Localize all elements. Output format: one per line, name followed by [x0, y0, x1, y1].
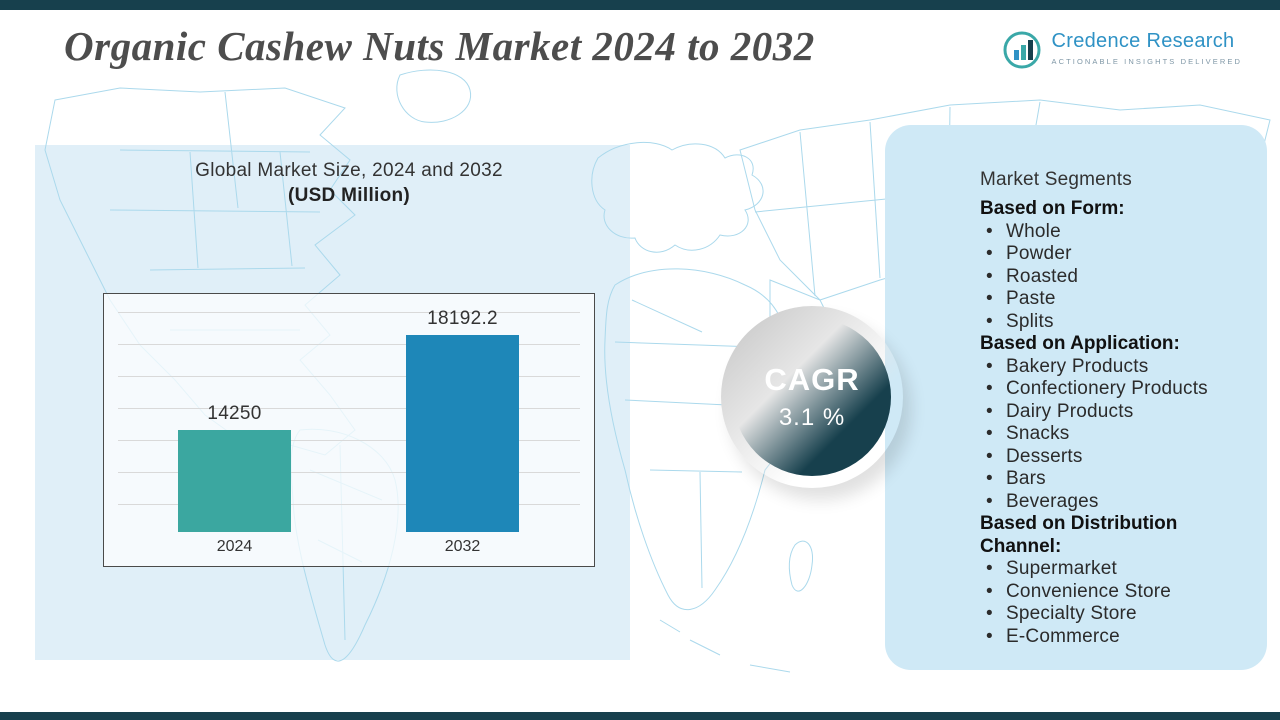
- segments-panel: Market Segments Based on Form: Whole Pow…: [885, 125, 1267, 670]
- segment-list-application: Bakery Products Confectionery Products D…: [980, 356, 1253, 514]
- segment-item: Desserts: [980, 446, 1253, 469]
- segment-item: Supermarket: [980, 558, 1253, 581]
- segment-heading-application: Based on Application:: [980, 333, 1180, 354]
- segment-item: Specialty Store: [980, 603, 1253, 626]
- segment-item: Bakery Products: [980, 356, 1253, 379]
- segment-item: Confectionery Products: [980, 378, 1253, 401]
- segment-item: Splits: [980, 311, 1253, 334]
- bar-2032: [406, 335, 519, 532]
- brand-tagline: ACTIONABLE INSIGHTS DELIVERED: [1051, 57, 1242, 66]
- cagr-label: CAGR: [764, 362, 860, 397]
- bar-2024: [178, 430, 291, 532]
- bar-chart: 14250 18192.2 2024 2032: [103, 293, 595, 567]
- brand-logo: Credence Research ACTIONABLE INSIGHTS DE…: [1002, 30, 1242, 70]
- segments-title: Market Segments: [980, 169, 1132, 190]
- bar-chart-logo-icon: [1003, 31, 1041, 69]
- segment-item: Powder: [980, 243, 1253, 266]
- segment-heading-form: Based on Form:: [980, 198, 1125, 219]
- bar-value-2024: 14250: [207, 403, 262, 424]
- segment-item: Roasted: [980, 266, 1253, 289]
- segment-item: Bars: [980, 468, 1253, 491]
- bar-value-2032: 18192.2: [427, 308, 498, 329]
- brand-text: Credence Research ACTIONABLE INSIGHTS DE…: [1051, 30, 1242, 66]
- chart-title: Global Market Size, 2024 and 2032 (USD M…: [103, 158, 595, 208]
- segment-item: Whole: [980, 221, 1253, 244]
- segment-heading-distribution: Based on Distribution Channel:: [980, 513, 1178, 557]
- cagr-value: 3.1 %: [778, 404, 846, 431]
- segment-item: E-Commerce: [980, 626, 1253, 649]
- segment-item: Paste: [980, 288, 1253, 311]
- chart-title-line: Global Market Size, 2024 and 2032: [195, 160, 503, 181]
- cagr-badge: CAGR 3.1 %: [721, 306, 903, 488]
- page-title: Organic Cashew Nuts Market 2024 to 2032: [64, 23, 815, 69]
- bar-group-2024: 14250: [178, 403, 291, 532]
- segment-list-form: Whole Powder Roasted Paste Splits: [980, 221, 1253, 334]
- segment-item: Snacks: [980, 423, 1253, 446]
- segment-item: Dairy Products: [980, 401, 1253, 424]
- segment-list-distribution: Supermarket Convenience Store Specialty …: [980, 558, 1253, 648]
- top-accent-bar: [0, 0, 1280, 10]
- bar-group-2032: 18192.2: [406, 308, 519, 532]
- x-axis-label-2024: 2024: [216, 538, 253, 555]
- chart-subtitle: (USD Million): [287, 185, 411, 206]
- segment-item: Beverages: [980, 491, 1253, 514]
- segment-item: Convenience Store: [980, 581, 1253, 604]
- x-axis-label-2032: 2032: [444, 538, 481, 555]
- brand-name: Credence Research: [1051, 30, 1235, 52]
- bottom-accent-bar: [0, 712, 1280, 720]
